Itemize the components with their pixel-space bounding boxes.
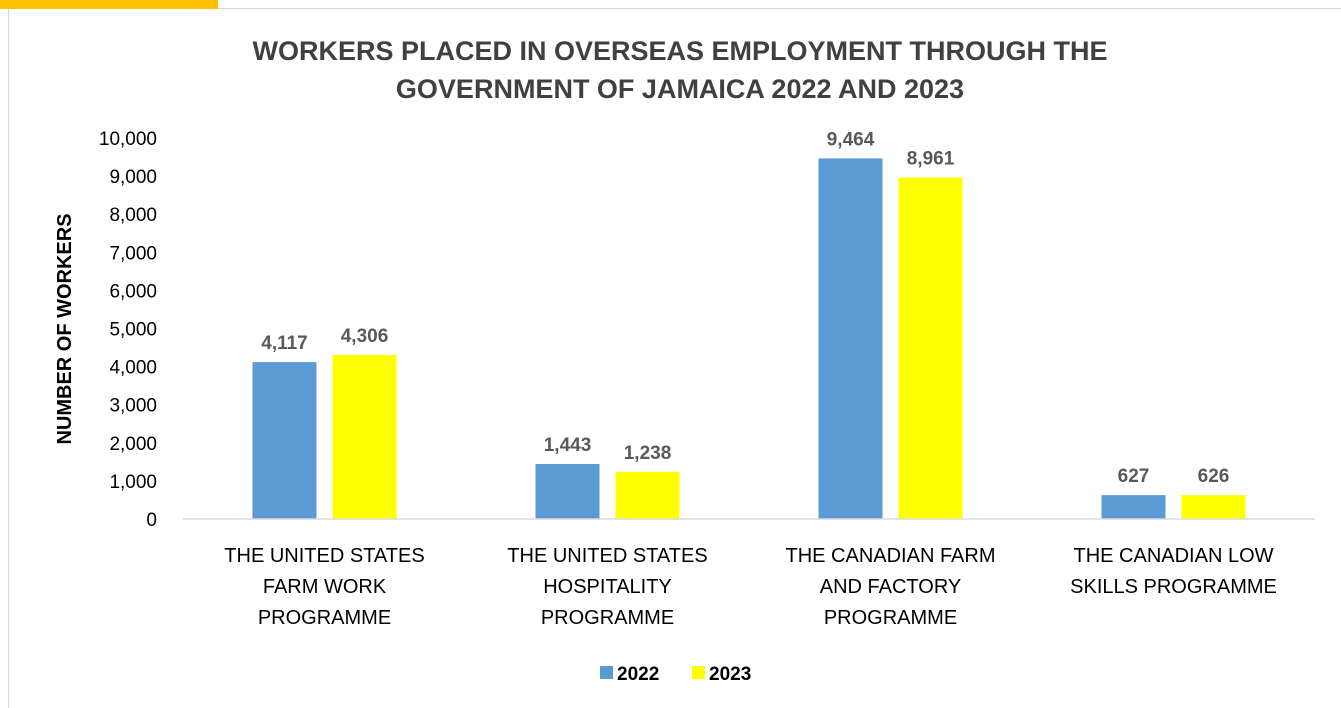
- chart-title: WORKERS PLACED IN OVERSEAS EMPLOYMENT TH…: [252, 36, 1108, 104]
- data-label: 4,117: [261, 333, 308, 354]
- data-label: 1,238: [624, 443, 672, 464]
- y-axis-title: NUMBER OF WORKERS: [54, 213, 76, 444]
- data-label: 626: [1198, 466, 1230, 487]
- legend-swatch-2022: [600, 666, 613, 679]
- y-tick-label: 6,000: [109, 281, 157, 302]
- x-category-label: THE UNITED STATES: [224, 545, 424, 567]
- x-category-label: AND FACTORY: [820, 576, 962, 598]
- y-tick-label: 9,000: [109, 167, 157, 188]
- y-tick-label: 5,000: [109, 320, 157, 341]
- bar-2023-4: [1181, 495, 1246, 519]
- x-category-label: SKILLS PROGRAMME: [1070, 576, 1277, 598]
- y-tick-label: 8,000: [109, 205, 157, 226]
- accent-bar: [0, 0, 218, 9]
- chart-frame: [8, 8, 1341, 708]
- x-category-label: THE CANADIAN FARM: [785, 545, 995, 567]
- bar-2022-4: [1101, 495, 1166, 519]
- y-tick-label: 0: [146, 510, 157, 531]
- x-category-label: PROGRAMME: [824, 607, 957, 629]
- y-tick-label: 10,000: [99, 129, 157, 150]
- x-category-label: HOSPITALITY: [543, 576, 672, 598]
- data-label: 627: [1118, 466, 1150, 487]
- y-tick-label: 3,000: [109, 396, 157, 417]
- x-category-label: PROGRAMME: [258, 607, 391, 629]
- y-tick-label: 4,000: [109, 358, 157, 379]
- x-category-label: THE UNITED STATES: [507, 545, 707, 567]
- y-tick-label: 7,000: [109, 243, 157, 264]
- data-label: 9,464: [827, 129, 875, 150]
- y-tick-label: 1,000: [109, 472, 157, 493]
- data-label: 4,306: [341, 326, 389, 347]
- bar-2022-3: [818, 158, 883, 519]
- y-tick-label: 2,000: [109, 434, 157, 455]
- x-category-label: PROGRAMME: [541, 607, 674, 629]
- x-category-label: THE CANADIAN LOW: [1073, 545, 1273, 567]
- data-label: 1,443: [544, 435, 592, 456]
- bar-2023-3: [898, 177, 963, 519]
- bar-2023-1: [332, 354, 397, 519]
- legend-label-2023: 2023: [709, 664, 751, 685]
- bar-2023-2: [615, 471, 680, 519]
- legend-swatch-2023: [692, 666, 705, 679]
- x-category-label: FARM WORK: [263, 576, 387, 598]
- legend-label-2022: 2022: [617, 664, 659, 685]
- bar-2022-2: [535, 464, 600, 519]
- data-label: 8,961: [907, 149, 955, 170]
- bar-2022-1: [252, 362, 317, 519]
